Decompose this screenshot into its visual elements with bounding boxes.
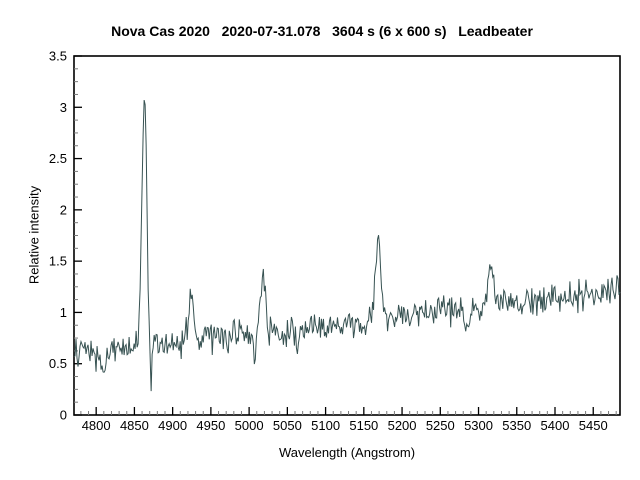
y-tick-label: 0: [60, 408, 67, 423]
x-tick-label: 5350: [502, 418, 531, 433]
x-tick-label: 5450: [579, 418, 608, 433]
y-tick-label: 3.5: [49, 49, 67, 64]
x-tick-label: 5400: [541, 418, 570, 433]
spectrum-line: [73, 99, 621, 392]
y-tick-label: 1.5: [49, 254, 67, 269]
y-tick-label: 0.5: [49, 356, 67, 371]
x-tick-label: 5200: [388, 418, 417, 433]
x-tick-label: 4850: [120, 418, 149, 433]
x-tick-label: 5250: [426, 418, 455, 433]
x-axis-label: Wavelength (Angstrom): [278, 445, 416, 460]
y-tick-label: 2: [60, 202, 67, 217]
chart-title: Nova Cas 2020 2020-07-31.078 3604 s (6 x…: [111, 23, 533, 39]
x-tick-label: 5150: [349, 418, 378, 433]
y-tick-label: 2.5: [49, 151, 67, 166]
x-tick-label: 4900: [158, 418, 187, 433]
x-tick-label: 4950: [196, 418, 225, 433]
x-tick-label: 5300: [464, 418, 493, 433]
x-tick-label: 5000: [235, 418, 264, 433]
plot-frame: [73, 55, 621, 416]
y-tick-label: 1: [60, 305, 67, 320]
x-tick-label: 4800: [82, 418, 111, 433]
x-tick-label: 5100: [311, 418, 340, 433]
x-tick-label: 5050: [273, 418, 302, 433]
y-tick-label: 3: [60, 100, 67, 115]
